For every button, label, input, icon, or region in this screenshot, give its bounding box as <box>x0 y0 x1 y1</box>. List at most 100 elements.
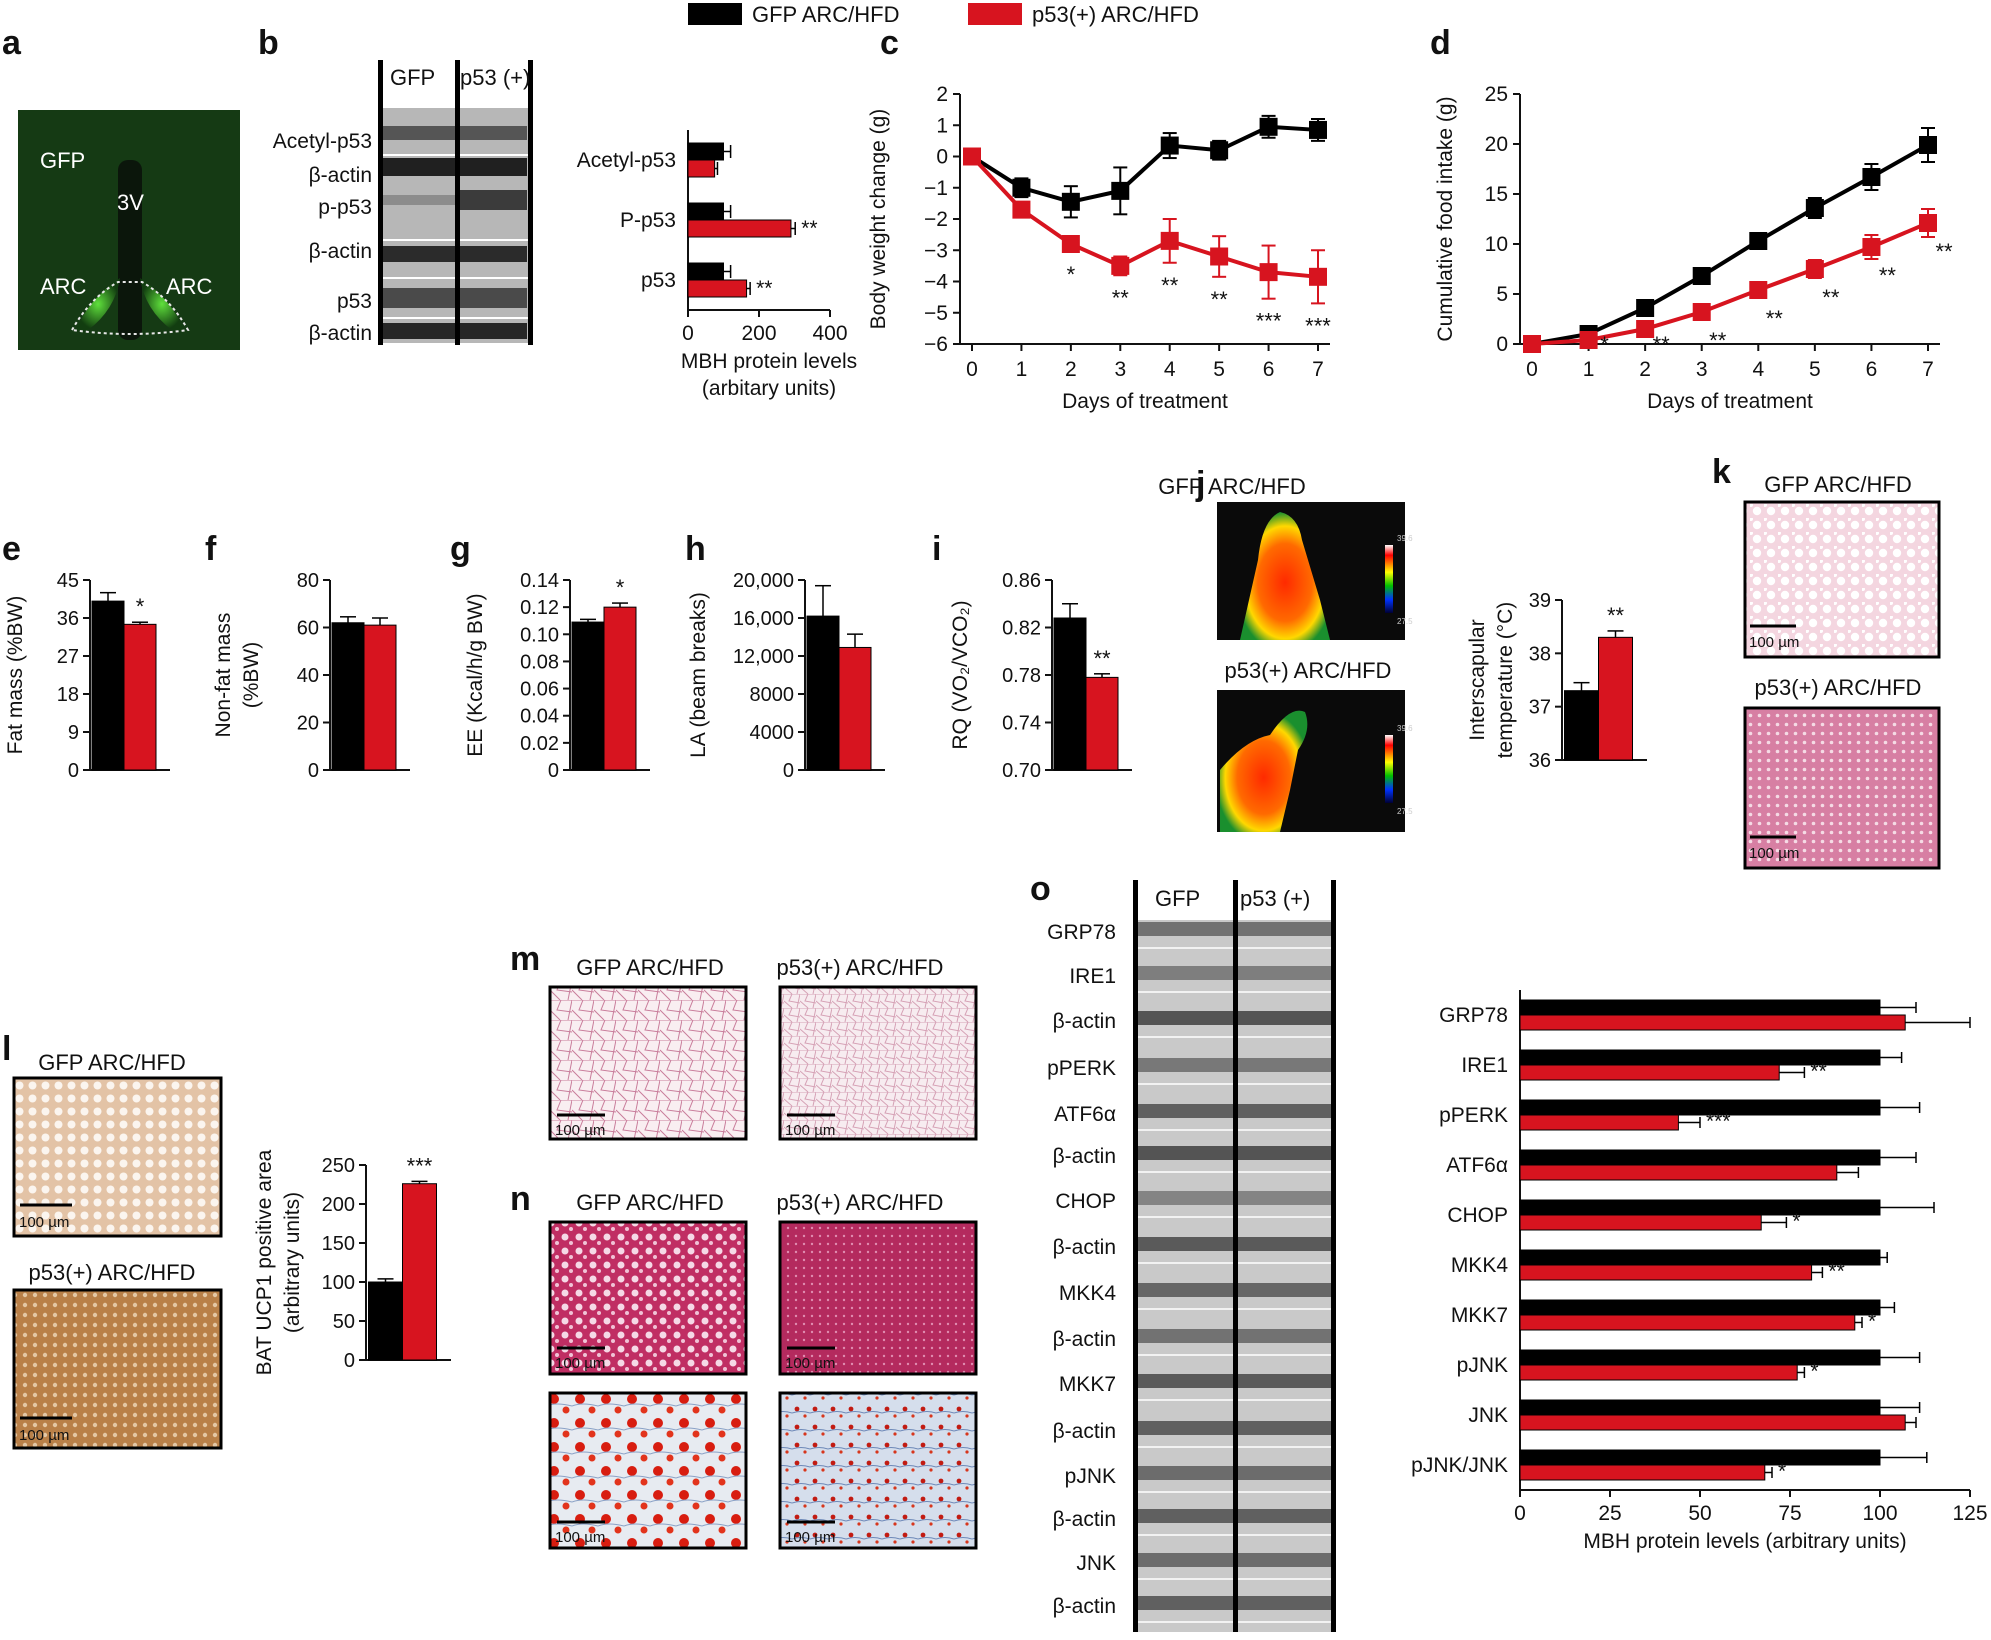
blot-o-band <box>1238 966 1331 980</box>
x-axis-label: Days of treatment <box>1062 390 1228 413</box>
k-label-p53: p53(+) ARC/HFD <box>1755 675 1922 700</box>
bar-gfp <box>1053 617 1087 771</box>
bar-gfp <box>687 262 724 281</box>
blot-o-label: IRE1 <box>1069 965 1116 988</box>
category-label: MKK7 <box>1451 1304 1508 1327</box>
panel-letter-j: j <box>1195 465 1205 503</box>
y-tick-label: −2 <box>924 208 948 231</box>
panel-l-images: GFP ARC/HFD 100 µm p53(+) ARC/HFD 100 µm <box>12 1050 223 1450</box>
panel-k-images: GFP ARC/HFD 100 µm p53(+) ARC/HFD 100 µm <box>1743 472 1941 870</box>
y-tick-label: 0.12 <box>520 597 559 619</box>
y-axis-label: (arbitrary units) <box>281 1192 304 1333</box>
blot-b-label: Acetyl-p53 <box>273 130 372 153</box>
chart-l: 250 200 150 100 50 0 *** BAT UCP1 positive area… <box>253 1149 451 1375</box>
x-tick-label: 1 <box>1583 358 1595 381</box>
y-tick-label: 0 <box>783 760 794 782</box>
significance-mark: ** <box>1935 239 1953 264</box>
blot-o-band <box>1138 1146 1233 1160</box>
x-axis-label: MBH protein levels <box>681 350 857 373</box>
blot-o-label: β-actin <box>1053 1145 1116 1168</box>
y-axis-label: Non-fat mass <box>212 613 235 738</box>
y-tick-label: 0.78 <box>1002 665 1041 687</box>
arc-left-region <box>76 278 120 330</box>
y-tick-label: 8000 <box>750 684 795 706</box>
bar-gfp <box>1519 1149 1881 1166</box>
blot-o-lane-divider-right <box>1331 880 1336 1632</box>
data-point-gfp <box>1309 120 1327 139</box>
y-tick-label: 20,000 <box>733 570 794 592</box>
significance-mark: ** <box>1709 328 1727 353</box>
data-point-p53 <box>1523 335 1541 353</box>
y-tick-label: 0.06 <box>520 679 559 701</box>
y-tick-label: 60 <box>297 618 319 640</box>
y-tick-label: 0.82 <box>1002 618 1041 640</box>
x-tick-label: 75 <box>1778 1502 1801 1525</box>
x-tick-label: 25 <box>1598 1502 1621 1525</box>
panel-letter-n: n <box>510 1180 531 1218</box>
bar-p53 <box>1519 1314 1856 1331</box>
y-tick-label: 0.02 <box>520 733 559 755</box>
legend: GFP ARC/HFD p53(+) ARC/HFD <box>688 2 1199 27</box>
scale-bar-n2-label: 100 µm <box>785 1355 835 1372</box>
significance-mark: ** <box>1822 285 1840 310</box>
bar-p53 <box>1085 676 1119 771</box>
arc-outline <box>70 281 190 335</box>
panel-letter-c: c <box>880 24 899 62</box>
legend-swatch-p53 <box>968 3 1022 25</box>
category-label: pJNK <box>1457 1354 1508 1377</box>
y-tick-label: 37 <box>1529 697 1551 719</box>
bar-p53 <box>123 623 157 771</box>
significance-mark: * <box>1868 1310 1876 1333</box>
y-axis-label: Fat mass (%BW) <box>4 596 27 755</box>
x-axis-label: MBH protein levels (arbitrary units) <box>1583 1530 1906 1553</box>
blot-o-label: β-actin <box>1053 1010 1116 1033</box>
data-point-gfp <box>1012 178 1031 197</box>
x-tick-label: 200 <box>741 322 776 345</box>
bar-p53 <box>1519 1064 1780 1081</box>
blot-b-lane-divider-mid <box>455 60 460 345</box>
y-tick-label: 25 <box>1485 83 1508 106</box>
y-tick-label: 15 <box>1485 183 1508 206</box>
y-tick-label: 39 <box>1529 590 1551 612</box>
y-tick-label: −1 <box>924 177 948 200</box>
series-line-gfp <box>1531 143 1929 346</box>
thermal-scale-bottom-gfp: 27.5 <box>1397 617 1413 626</box>
bar-gfp <box>368 1281 403 1361</box>
x-tick-label: 7 <box>1922 358 1934 381</box>
blot-o-label: MKK4 <box>1059 1282 1117 1305</box>
blot-o-band <box>1138 1421 1233 1435</box>
y-tick-label: 4000 <box>750 722 795 744</box>
blot-o-band <box>1238 1104 1331 1118</box>
data-point-p53 <box>1012 200 1031 219</box>
panel-letter-a: a <box>2 24 22 62</box>
bar-gfp <box>1519 1399 1881 1416</box>
legend-label-p53: p53(+) ARC/HFD <box>1032 2 1199 27</box>
y-tick-label: 100 <box>322 1272 355 1294</box>
y-tick-label: 80 <box>297 570 319 592</box>
bar-p53 <box>687 159 716 178</box>
panel-letter-h: h <box>685 530 706 568</box>
bar-gfp <box>806 615 840 771</box>
y-tick-label: 20 <box>297 713 319 735</box>
significance-mark: ** <box>1093 646 1111 671</box>
panel-letter-g: g <box>450 530 471 568</box>
blot-b-label: β-actin <box>309 322 372 345</box>
y-tick-label: 0.10 <box>520 624 559 646</box>
category-label: Acetyl-p53 <box>577 149 676 172</box>
panel-letter-o: o <box>1030 870 1051 908</box>
blot-o-header-p53: p53 (+) <box>1240 886 1310 911</box>
significance-mark: *** <box>1305 313 1331 338</box>
x-tick-label: 5 <box>1809 358 1821 381</box>
blot-o-band <box>1238 922 1331 936</box>
blot-o-lane-divider-mid <box>1233 880 1238 1632</box>
bar-gfp <box>1564 690 1599 761</box>
data-point-gfp <box>1210 141 1229 160</box>
y-tick-label: 150 <box>322 1233 355 1255</box>
data-point-gfp <box>1805 199 1824 217</box>
panel-a-gfp-label: GFP <box>40 148 85 173</box>
x-tick-label: 1 <box>1016 358 1028 381</box>
m-label-gfp: GFP ARC/HFD <box>576 955 724 980</box>
significance-mark: ** <box>1211 287 1229 312</box>
data-point-p53 <box>1862 238 1881 256</box>
series-line-p53 <box>1531 221 1929 346</box>
